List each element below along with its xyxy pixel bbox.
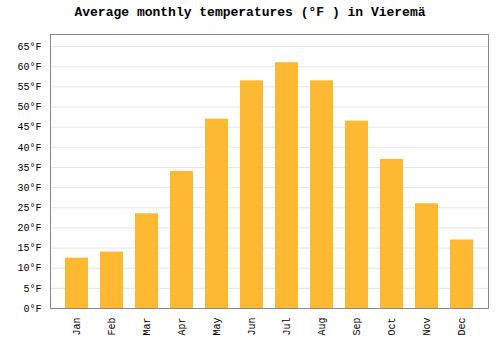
svg-text:45°F: 45°F — [17, 122, 41, 133]
svg-text:35°F: 35°F — [17, 163, 41, 174]
html-text:Average monthly temperatures (: Average monthly temperatures (°F ) in Vi… — [74, 5, 426, 20]
svg-text:65°F: 65°F — [17, 42, 41, 53]
svg-text:20°F: 20°F — [17, 223, 41, 234]
svg-text:40°F: 40°F — [17, 143, 41, 154]
svg-text:50°F: 50°F — [17, 102, 41, 113]
svg-text:0°F: 0°F — [23, 304, 41, 315]
svg-text:25°F: 25°F — [17, 203, 41, 214]
svg-text:Jul: Jul — [282, 318, 293, 336]
svg-text:Jan: Jan — [72, 318, 83, 336]
svg-text:Apr: Apr — [177, 318, 188, 336]
svg-text:5°F: 5°F — [23, 284, 41, 295]
svg-text:May: May — [212, 318, 223, 336]
svg-text:Aug: Aug — [317, 318, 328, 336]
svg-text:60°F: 60°F — [17, 62, 41, 73]
svg-text:Mar: Mar — [142, 318, 153, 336]
svg-text:Dec: Dec — [457, 318, 468, 336]
svg-text:10°F: 10°F — [17, 263, 41, 274]
svg-text:30°F: 30°F — [17, 183, 41, 194]
svg-text:55°F: 55°F — [17, 82, 41, 93]
svg-text:Sep: Sep — [352, 318, 363, 336]
svg-text:Jun: Jun — [247, 318, 258, 336]
svg-text:Oct: Oct — [387, 318, 398, 336]
svg-text:15°F: 15°F — [17, 243, 41, 254]
svg-text:Nov: Nov — [422, 318, 433, 336]
svg-text:Feb: Feb — [107, 318, 118, 336]
